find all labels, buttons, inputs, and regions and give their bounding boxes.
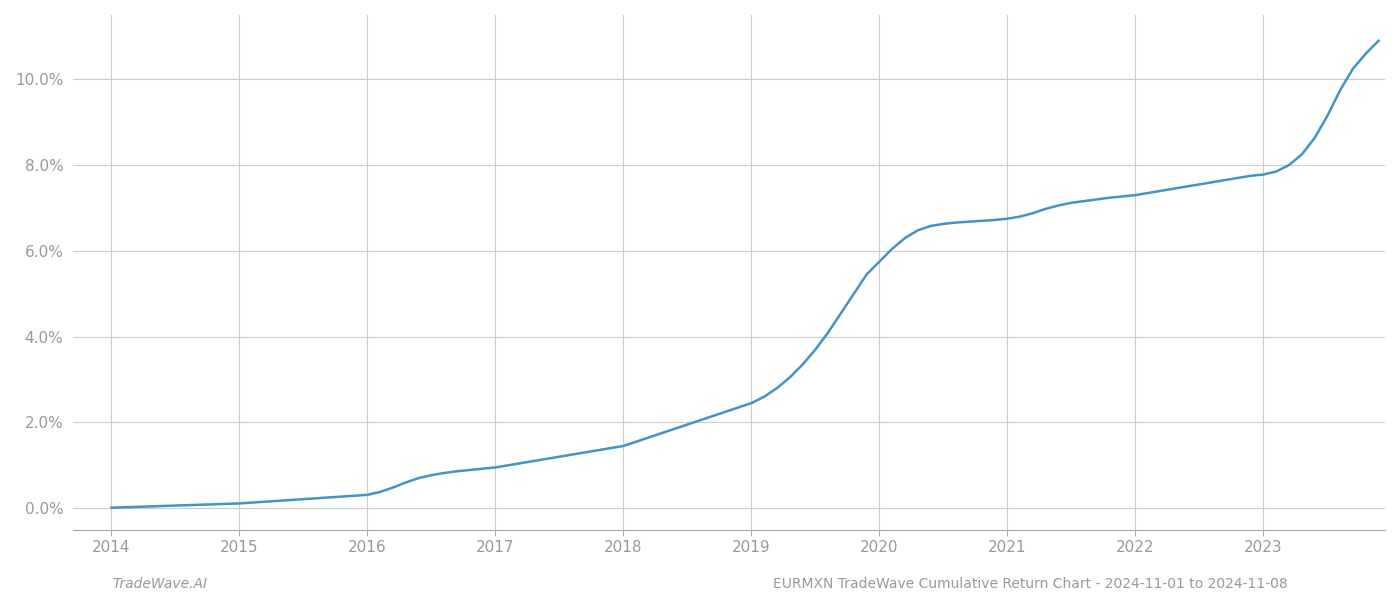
Text: TradeWave.AI: TradeWave.AI	[112, 577, 207, 591]
Text: EURMXN TradeWave Cumulative Return Chart - 2024-11-01 to 2024-11-08: EURMXN TradeWave Cumulative Return Chart…	[773, 577, 1288, 591]
